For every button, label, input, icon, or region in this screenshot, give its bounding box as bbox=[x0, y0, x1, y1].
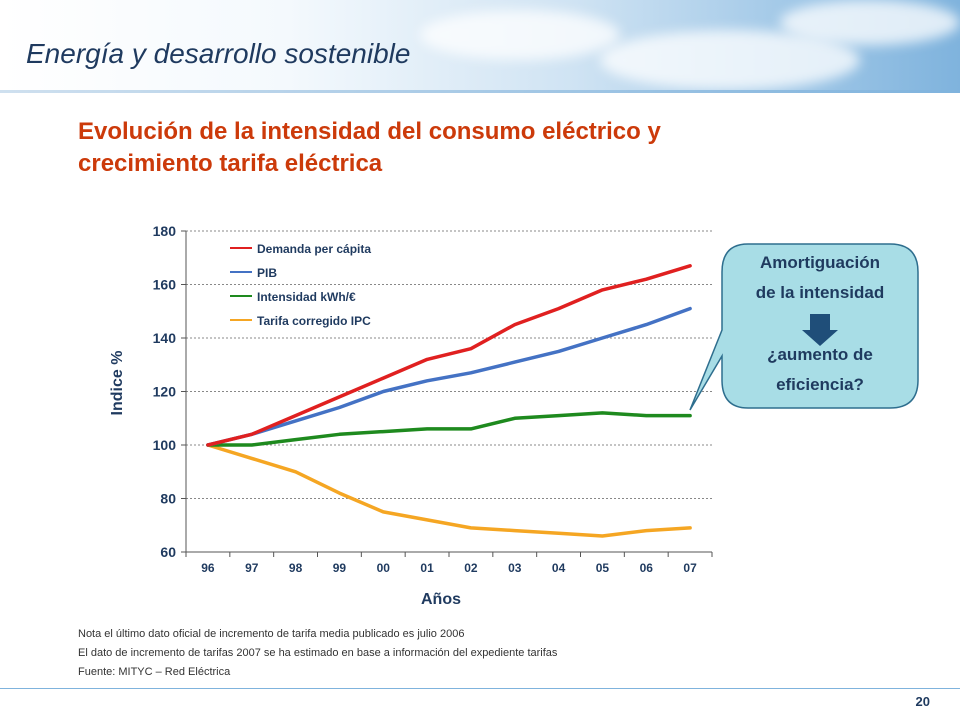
cloud-decoration bbox=[420, 10, 620, 60]
x-tick-label: 00 bbox=[377, 561, 391, 575]
x-tick-label: 07 bbox=[683, 561, 697, 575]
x-tick-label: 96 bbox=[201, 561, 215, 575]
chart-axes: 60 80 100 120 140 160 180 96 97 98 99 00 01 02 03 04 05 0… bbox=[153, 223, 713, 575]
callout-shape bbox=[689, 243, 919, 411]
chart-legend: Demanda per cápita PIB Intensidad kWh/€ Tar… bbox=[230, 242, 371, 328]
y-tick-label: 140 bbox=[153, 330, 177, 346]
y-tick-label: 180 bbox=[153, 223, 177, 239]
header-title: Energía y desarrollo sostenible bbox=[26, 38, 411, 69]
slide-title: Evolución de la intensidad del consumo e… bbox=[78, 116, 838, 180]
legend-label: Intensidad kWh/€ bbox=[257, 290, 356, 304]
legend-label: Demanda per cápita bbox=[257, 242, 371, 256]
x-tick-label: 05 bbox=[596, 561, 610, 575]
footer-divider bbox=[0, 688, 960, 689]
note-2: El dato de incremento de tarifas 2007 se… bbox=[78, 647, 558, 659]
x-tick-label: 02 bbox=[464, 561, 478, 575]
chart-series bbox=[206, 264, 692, 538]
y-tick-label: 60 bbox=[160, 544, 176, 560]
y-tick-label: 100 bbox=[153, 437, 177, 453]
series-line-1 bbox=[206, 306, 692, 447]
callout-line1: Amortiguación bbox=[760, 253, 880, 272]
note-1: Nota el último dato oficial de increment… bbox=[78, 628, 465, 640]
x-tick-label: 98 bbox=[289, 561, 303, 575]
footnotes: Nota el último dato oficial de increment… bbox=[78, 625, 557, 682]
x-tick-label: 06 bbox=[640, 561, 654, 575]
y-tick-label: 80 bbox=[160, 491, 176, 507]
y-axis-label: Indice % bbox=[109, 351, 126, 416]
x-axis-label: Años bbox=[421, 591, 461, 608]
series-line-2 bbox=[206, 411, 692, 447]
page-number: 20 bbox=[915, 694, 930, 709]
callout-line4: eficiencia? bbox=[776, 375, 864, 394]
x-tick-label: 99 bbox=[333, 561, 347, 575]
callout-text: Amortiguación de la intensidad ¿aumento … bbox=[722, 248, 918, 400]
y-tick-label: 120 bbox=[153, 384, 177, 400]
slide-title-line1: Evolución de la intensidad del consumo e… bbox=[78, 118, 661, 145]
series-line-3 bbox=[206, 443, 692, 538]
arrow-down-icon bbox=[802, 314, 838, 346]
callout-line2: de la intensidad bbox=[755, 283, 885, 302]
slide-title-line2: crecimiento tarifa eléctrica bbox=[78, 150, 383, 177]
x-tick-label: 03 bbox=[508, 561, 522, 575]
x-tick-label: 01 bbox=[420, 561, 434, 575]
series-line-0 bbox=[206, 264, 692, 447]
header-band bbox=[0, 0, 960, 92]
callout-bubble bbox=[689, 243, 919, 411]
cloud-decoration bbox=[780, 0, 960, 45]
x-tick-label: 04 bbox=[552, 561, 566, 575]
header-divider bbox=[0, 90, 960, 93]
x-tick-label: 97 bbox=[245, 561, 259, 575]
legend-label: Tarifa corregido IPC bbox=[257, 314, 371, 328]
y-tick-label: 160 bbox=[153, 277, 177, 293]
source-note: Fuente: MITYC – Red Eléctrica bbox=[78, 666, 231, 678]
callout-line3: ¿aumento de bbox=[767, 345, 873, 364]
legend-label: PIB bbox=[257, 266, 277, 280]
